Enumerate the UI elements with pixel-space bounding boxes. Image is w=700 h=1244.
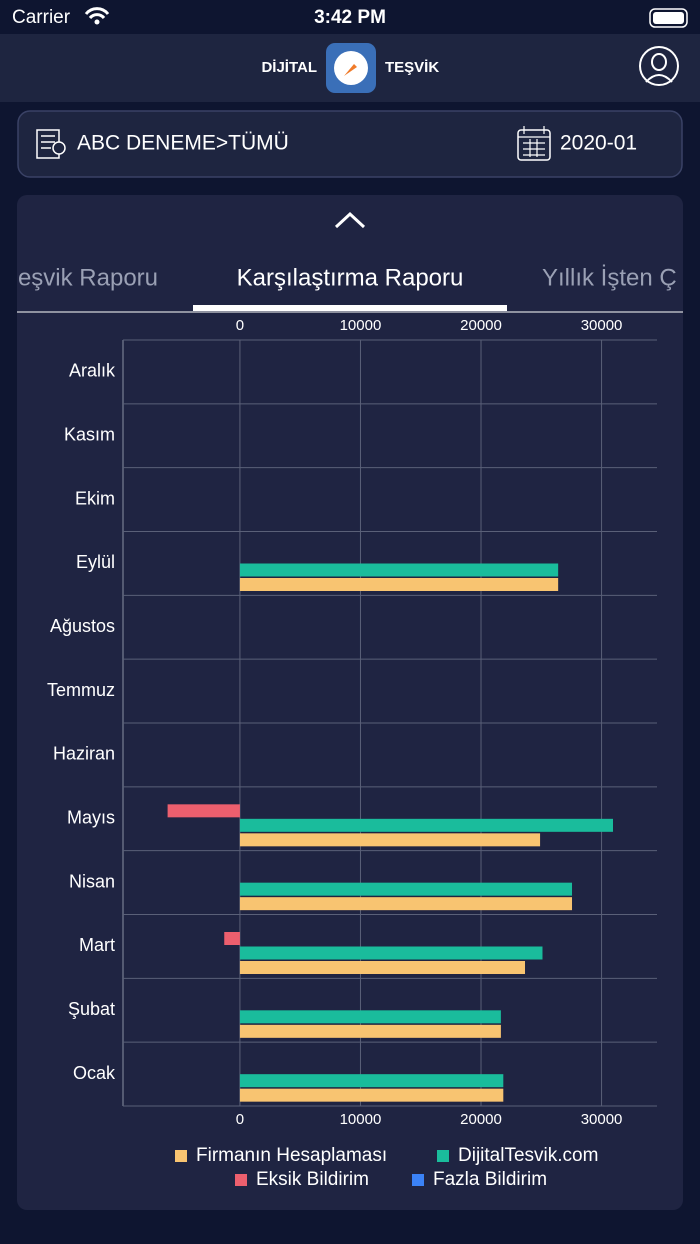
company-icon	[36, 129, 60, 159]
legend-label: DijitalTesvik.com	[458, 1145, 598, 1166]
legend-label: Eksik Bildirim	[256, 1169, 369, 1190]
x-tick-label: 10000	[340, 1111, 382, 1128]
company: ABC DENEME>TÜMÜ	[77, 132, 289, 155]
tab-active[interactable]: Karşılaştırma Raporu	[237, 264, 464, 291]
x-tick-label: 10000	[340, 317, 382, 334]
x-tick-label: 0	[236, 317, 244, 334]
category-label: Kasım	[64, 425, 115, 445]
legend-swatch	[235, 1174, 247, 1186]
bar	[239, 961, 526, 974]
calendar-grid	[518, 126, 550, 157]
category-label: Mayıs	[67, 808, 115, 828]
legend-label: Fazla Bildirim	[433, 1169, 547, 1190]
logo-carrot	[344, 64, 357, 76]
bar	[239, 818, 614, 832]
x-tick-label: 0	[236, 1111, 244, 1128]
bar	[239, 946, 543, 960]
wifi-icon	[84, 7, 110, 20]
legend-swatch	[437, 1150, 449, 1162]
bar	[167, 804, 240, 818]
category-label: Eylül	[76, 552, 115, 572]
x-tick-label: 30000	[581, 317, 623, 334]
x-tick-label: 20000	[460, 1111, 502, 1128]
bar	[239, 1024, 501, 1038]
legend-swatch	[412, 1174, 424, 1186]
bar	[239, 578, 559, 591]
bar	[239, 882, 573, 896]
category-label: Aralık	[69, 361, 116, 381]
category-label: Şubat	[68, 999, 115, 1019]
category-label: Temmuz	[47, 680, 115, 700]
bar	[239, 1074, 504, 1088]
bar	[239, 563, 559, 577]
legend-swatch	[175, 1150, 187, 1162]
category-label: Ocak	[73, 1063, 116, 1083]
category-label: Haziran	[53, 744, 115, 764]
brand-left: DİJİTAL	[261, 59, 317, 76]
period: 2020-01	[560, 132, 637, 155]
bar	[224, 932, 240, 945]
calendar-icon	[517, 129, 551, 161]
bar	[239, 1010, 501, 1024]
carrier: Carrier	[12, 7, 71, 28]
time: 3:42 PM	[314, 7, 386, 28]
collapse-button[interactable]	[334, 211, 366, 229]
card	[17, 195, 683, 1210]
tab-indicator	[193, 305, 507, 311]
battery-level	[653, 12, 684, 24]
brand-right: TEŞVİK	[385, 59, 439, 76]
x-tick-label: 30000	[581, 1111, 623, 1128]
plot: 0 0 10000 10000 20000 20000 30000 30000 Aralık Ka…	[47, 317, 657, 1190]
bar	[239, 1088, 504, 1102]
legend-label: Firmanın Hesaplaması	[196, 1145, 387, 1166]
category-label: Ekim	[75, 488, 115, 508]
filter-bar[interactable]	[17, 110, 683, 178]
bar	[239, 833, 541, 847]
profile-icon	[645, 53, 673, 83]
battery	[649, 8, 688, 28]
category-label: Mart	[79, 935, 115, 955]
x-tick-label: 20000	[460, 317, 502, 334]
tab[interactable]: Yıllık İşten Ç	[542, 264, 677, 291]
location-icon	[52, 141, 66, 155]
wifi-dot	[94, 19, 100, 25]
profile-button[interactable]	[639, 46, 679, 86]
bar	[239, 897, 573, 911]
tab[interactable]: eşvik Raporu	[18, 264, 158, 291]
category-label: Nisan	[69, 871, 115, 891]
category-label: Ağustos	[50, 616, 115, 636]
